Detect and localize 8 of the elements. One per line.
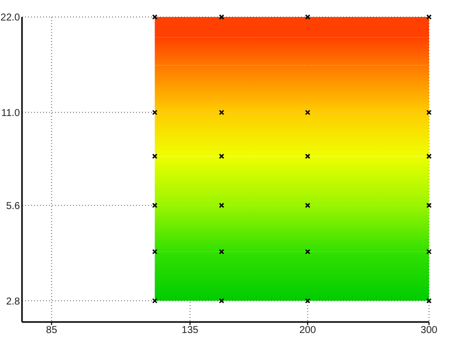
y-tick-label: 5.6 [6, 200, 20, 212]
x-tick-label: 135 [182, 325, 199, 336]
y-tick-label: 11.0 [1, 108, 20, 119]
y-tick-label: 2.8 [6, 296, 20, 308]
x-tick-label: 85 [46, 325, 58, 336]
y-tick-label: 22.0 [0, 12, 20, 24]
x-tick-label: 200 [299, 325, 316, 336]
x-tick-label: 300 [420, 325, 438, 336]
